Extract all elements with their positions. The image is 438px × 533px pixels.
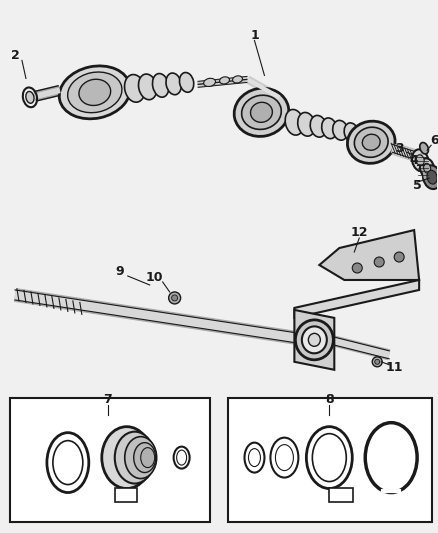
Circle shape xyxy=(375,359,380,364)
Text: 6: 6 xyxy=(430,134,438,147)
Ellipse shape xyxy=(420,158,434,178)
Ellipse shape xyxy=(26,92,34,103)
Ellipse shape xyxy=(204,78,215,86)
Text: 2: 2 xyxy=(11,49,19,62)
Text: 9: 9 xyxy=(116,265,124,278)
Text: 8: 8 xyxy=(325,393,334,406)
Text: 5: 5 xyxy=(413,179,421,192)
Ellipse shape xyxy=(180,72,194,92)
Ellipse shape xyxy=(285,109,304,135)
Ellipse shape xyxy=(124,75,145,102)
Ellipse shape xyxy=(423,165,438,189)
Ellipse shape xyxy=(412,149,428,171)
Ellipse shape xyxy=(295,320,333,360)
Ellipse shape xyxy=(102,427,152,489)
Ellipse shape xyxy=(67,72,122,112)
Ellipse shape xyxy=(79,79,111,106)
Ellipse shape xyxy=(424,163,431,173)
Text: 4: 4 xyxy=(410,154,419,167)
Ellipse shape xyxy=(233,76,243,83)
Ellipse shape xyxy=(302,326,327,353)
Circle shape xyxy=(372,357,382,367)
Circle shape xyxy=(172,295,178,301)
Ellipse shape xyxy=(219,77,230,84)
Text: 10: 10 xyxy=(146,271,163,285)
Ellipse shape xyxy=(362,134,380,150)
Ellipse shape xyxy=(308,333,320,346)
Circle shape xyxy=(169,292,180,304)
Bar xyxy=(115,488,137,502)
Bar xyxy=(227,398,432,522)
Polygon shape xyxy=(294,280,419,318)
Ellipse shape xyxy=(234,88,289,136)
Circle shape xyxy=(394,252,404,262)
Ellipse shape xyxy=(354,127,388,157)
Ellipse shape xyxy=(251,102,272,123)
Bar xyxy=(10,398,209,522)
Ellipse shape xyxy=(416,155,424,166)
Ellipse shape xyxy=(420,142,428,154)
Ellipse shape xyxy=(125,437,157,479)
Ellipse shape xyxy=(321,118,337,139)
Ellipse shape xyxy=(333,120,348,140)
Ellipse shape xyxy=(242,95,281,130)
Polygon shape xyxy=(319,230,419,280)
Ellipse shape xyxy=(115,432,155,483)
Ellipse shape xyxy=(347,121,395,163)
Ellipse shape xyxy=(141,448,155,467)
Ellipse shape xyxy=(59,66,131,119)
Ellipse shape xyxy=(427,170,437,184)
Ellipse shape xyxy=(166,73,181,95)
Circle shape xyxy=(352,263,362,273)
Circle shape xyxy=(374,257,384,267)
Ellipse shape xyxy=(134,442,155,473)
Ellipse shape xyxy=(310,116,326,137)
Text: 3: 3 xyxy=(395,142,403,155)
Text: 7: 7 xyxy=(103,393,112,406)
Ellipse shape xyxy=(138,74,157,100)
Text: 1: 1 xyxy=(250,29,259,42)
Polygon shape xyxy=(294,310,334,370)
Ellipse shape xyxy=(344,123,358,142)
Ellipse shape xyxy=(152,74,169,97)
Text: 12: 12 xyxy=(350,225,368,239)
Ellipse shape xyxy=(298,112,315,136)
Bar xyxy=(329,488,353,502)
Text: 11: 11 xyxy=(385,361,403,374)
